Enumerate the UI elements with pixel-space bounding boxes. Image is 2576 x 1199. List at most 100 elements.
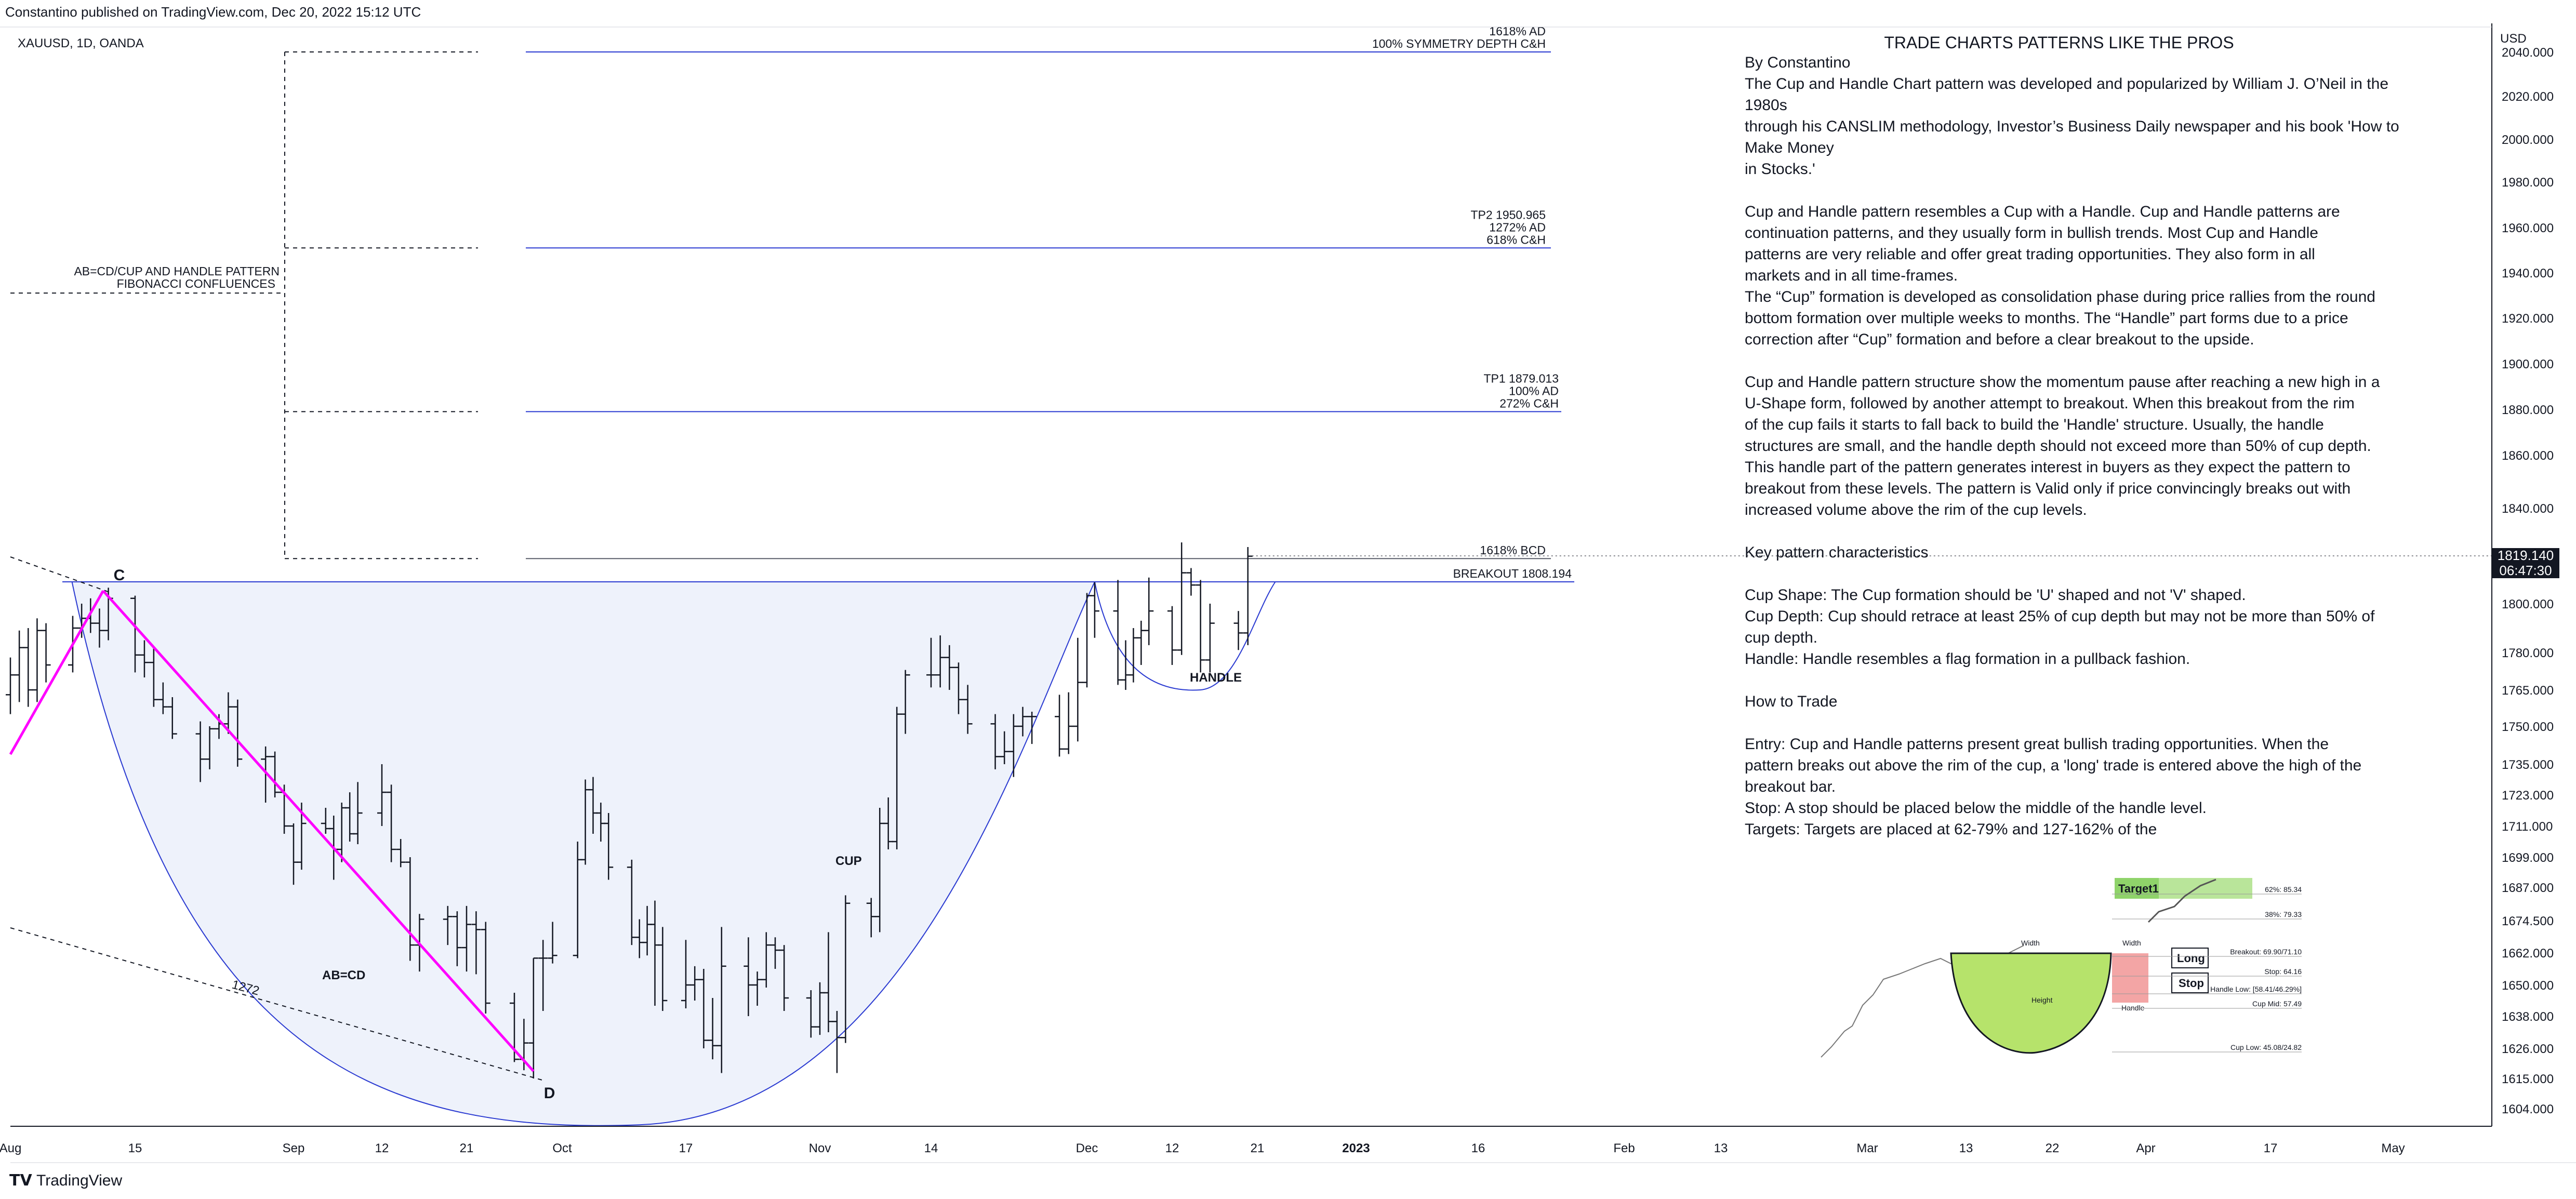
ohlc-bar [15, 630, 24, 702]
price-tick-label: 1711.000 [2502, 820, 2553, 834]
ohlc-bar [743, 937, 753, 1016]
time-tick-label: 17 [679, 1141, 693, 1155]
ohlc-bar [945, 645, 954, 690]
ohlc-bar [658, 927, 668, 1011]
price-tick-label: 1840.000 [2502, 502, 2554, 516]
price-tick-label: 1780.000 [2502, 646, 2554, 660]
ohlc-bar [1167, 606, 1177, 665]
ohlc-bar [223, 692, 233, 734]
ohlc-bar [1064, 692, 1073, 754]
ohlc-bar [41, 623, 51, 683]
inset-level-label: 38%: 79.33 [2265, 910, 2302, 918]
level-label: TP1 1879.013 [1483, 371, 1559, 385]
ohlc-bar [6, 657, 15, 714]
ohlc-bar [462, 905, 471, 972]
inset-stop-label: Stop [2179, 977, 2204, 990]
ohlc-bar [353, 782, 363, 844]
ohlc-bar [990, 714, 1000, 769]
price-tick-label: 1650.000 [2502, 979, 2554, 993]
symbol-label[interactable]: XAUUSD, 1D, OANDA [18, 36, 144, 50]
ohlc-bar [1090, 582, 1099, 638]
bar-countdown: 06:47:30 [2499, 563, 2552, 578]
ohlc-bar [396, 839, 406, 868]
time-tick-label: 15 [128, 1141, 142, 1155]
price-tick-label: 1880.000 [2502, 403, 2554, 417]
ohlc-bar [1177, 542, 1187, 655]
level-label: 1618% BCD [1480, 543, 1546, 557]
publish-info: Constantino published on TradingView.com… [5, 4, 421, 20]
cup-curve [71, 581, 1095, 1126]
time-tick-label: 13 [1959, 1141, 1973, 1155]
time-tick-label: 2023 [1342, 1141, 1370, 1155]
ohlc-bar [1055, 695, 1065, 757]
level-label: 100% AD [1509, 384, 1559, 397]
price-tick-label: 2020.000 [2502, 90, 2554, 104]
time-tick-label: Dec [1076, 1141, 1098, 1155]
ohlc-bar [387, 784, 396, 862]
ohlc-bar [1144, 577, 1154, 645]
inset-target-label: Target1 [2118, 882, 2159, 895]
ohlc-bar [1186, 568, 1196, 596]
ohlc-bar [481, 922, 490, 1014]
ohlc-bar [167, 697, 177, 739]
ohlc-bar [1113, 580, 1123, 685]
ohlc-bar [953, 662, 963, 714]
ohlc-bar [1000, 731, 1010, 764]
price-tick-label: 2040.000 [2502, 46, 2554, 60]
ohlc-bar [443, 905, 453, 945]
price-tick-label: 1662.000 [2502, 947, 2554, 961]
price-tick-label: 1626.000 [2502, 1042, 2554, 1056]
cup-label: CUP [835, 854, 862, 868]
level-label: TP2 1950.965 [1470, 208, 1546, 221]
point-c-label: C [114, 567, 125, 584]
point-d-label: D [544, 1085, 555, 1102]
article-title: TRADE CHARTS PATTERNS LIKE THE PROS [1884, 33, 2234, 52]
ohlc-bar [158, 682, 168, 714]
ohlc-bar [1205, 604, 1215, 673]
cd-leg-line [102, 590, 535, 1072]
ohlc-bar [1128, 628, 1138, 683]
inset-target-band [2159, 878, 2252, 899]
inset-level-label: Stop: 64.16 [2264, 967, 2302, 976]
price-tick-label: 1860.000 [2502, 449, 2554, 463]
handle-curve [1094, 581, 1276, 691]
ohlc-bar [716, 927, 726, 1073]
ohlc-bar [752, 971, 762, 1006]
time-tick-label: Aug [0, 1141, 21, 1155]
last-price-tag: 1819.140 06:47:30 [2492, 548, 2559, 578]
price-tick-label: 1940.000 [2502, 267, 2554, 281]
ohlc-bar [538, 940, 548, 1011]
ohlc-bar [963, 685, 973, 734]
time-tick-label: Oct [552, 1141, 572, 1155]
ohlc-bar [1073, 637, 1083, 742]
price-tick-label: 1960.000 [2502, 221, 2554, 235]
price-axis-unit: USD [2500, 32, 2527, 46]
level-label: BREAKOUT 1808.194 [1453, 567, 1572, 580]
level-label: 100% SYMMETRY DEPTH C&H [1372, 37, 1546, 50]
level-label: 1618% AD [1489, 24, 1546, 38]
cup-handle-inset-diagram: Target1 Long Stop Width Width Height Handle 62%… [1821, 878, 2302, 1058]
tradingview-brand[interactable]: 𝗧𝗩 TradingView [9, 1171, 122, 1190]
ohlc-bar [270, 751, 280, 797]
level-label: 272% C&H [1499, 396, 1559, 410]
price-tick-label: 1723.000 [2502, 789, 2554, 803]
projection-line [10, 556, 109, 593]
ohlc-bar [32, 618, 42, 702]
price-tick-label: 1638.000 [2502, 1010, 2554, 1024]
ohlc-bar [149, 647, 158, 707]
price-tick-label: 1699.000 [2502, 851, 2554, 865]
ohlc-bar [841, 895, 851, 1043]
ohlc-bar [900, 670, 910, 734]
time-tick-label: 12 [375, 1141, 389, 1155]
ohlc-bar [1196, 580, 1205, 673]
ohlc-bar [233, 699, 243, 767]
ohlc-bar [1243, 547, 1253, 645]
time-tick-label: 17 [2264, 1141, 2278, 1155]
ohlc-bar [681, 940, 691, 1008]
inset-level-label: Breakout: 69.90/71.10 [2230, 948, 2302, 956]
time-tick-label: May [2381, 1141, 2405, 1155]
article-body: By Constantino The Cup and Handle Chart … [1745, 54, 2399, 838]
inset-long-label: Long [2177, 952, 2205, 965]
ohlc-bar [139, 640, 149, 677]
